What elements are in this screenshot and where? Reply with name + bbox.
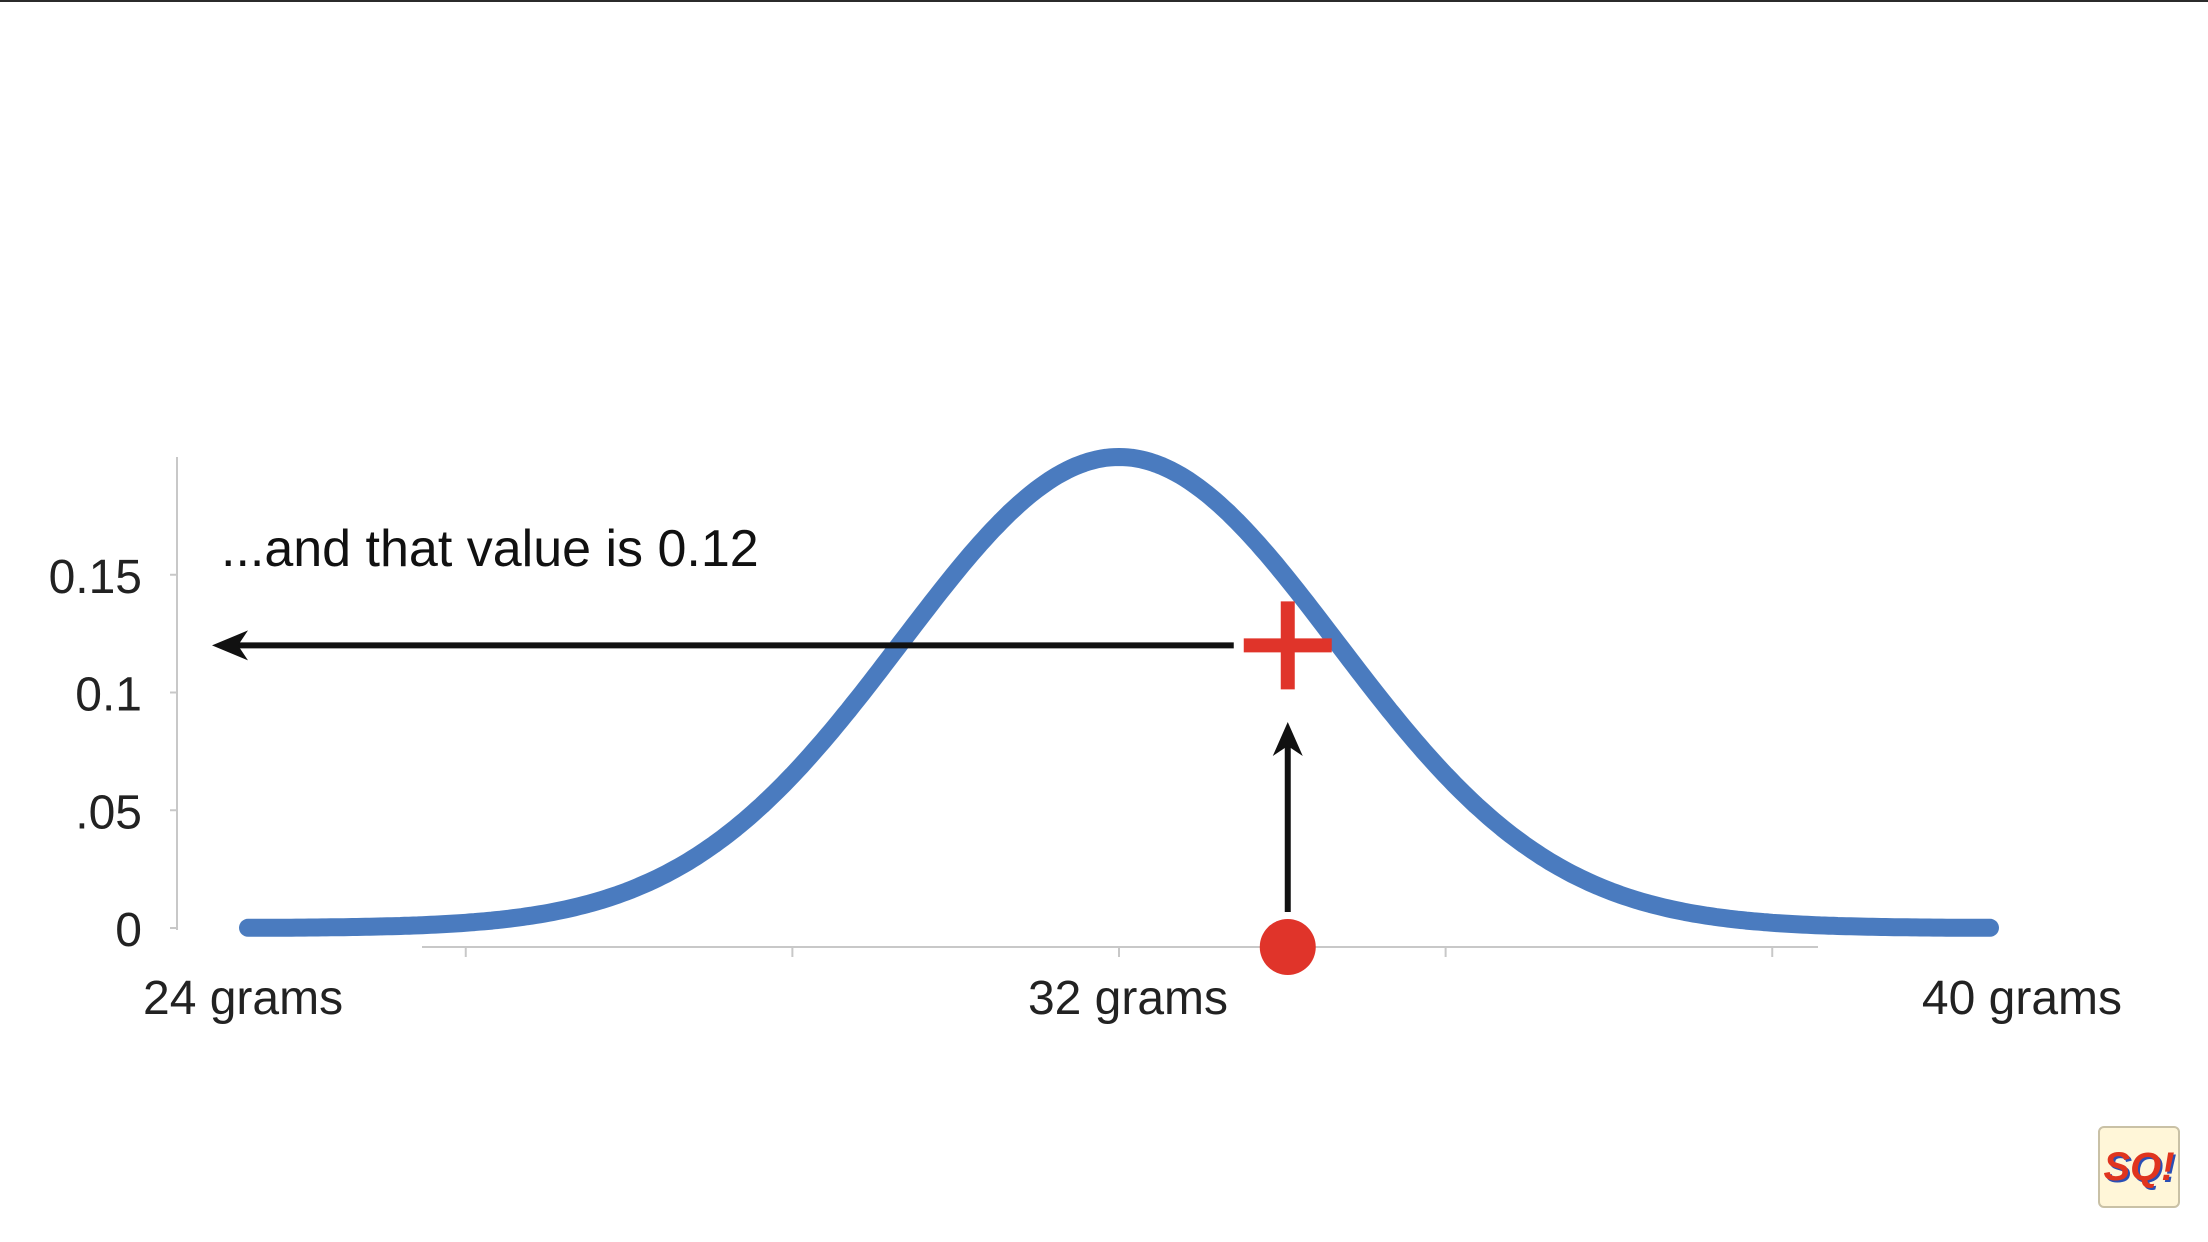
y-tick-label: .05 bbox=[75, 786, 142, 839]
density-curve bbox=[239, 448, 1999, 937]
horizontal-arrow-head bbox=[212, 630, 248, 661]
vertical-arrow-head bbox=[1272, 722, 1303, 756]
highlight-point bbox=[1259, 919, 1316, 975]
y-tick-label: 0.15 bbox=[49, 551, 142, 604]
marker-layer bbox=[212, 601, 1332, 975]
channel-logo: SQ! bbox=[2098, 1126, 2180, 1208]
y-tick-label: 0 bbox=[115, 904, 142, 957]
x-tick-label: 24 grams bbox=[143, 972, 343, 1025]
x-tick-label: 40 grams bbox=[1922, 972, 2122, 1025]
x-tick-label: 32 grams bbox=[1028, 972, 1228, 1025]
axes bbox=[170, 457, 1818, 957]
text-layer: 0.15 0.1 .05 024 grams 32 grams 40 grams ...an… bbox=[49, 520, 2122, 1025]
y-tick-label: 0.1 bbox=[75, 669, 142, 722]
annotation-text: ...and that value is 0.12 bbox=[221, 520, 759, 578]
curve-layer bbox=[239, 448, 1999, 937]
top-border bbox=[0, 0, 2208, 2]
logo-text: SQ! bbox=[2103, 1144, 2175, 1189]
